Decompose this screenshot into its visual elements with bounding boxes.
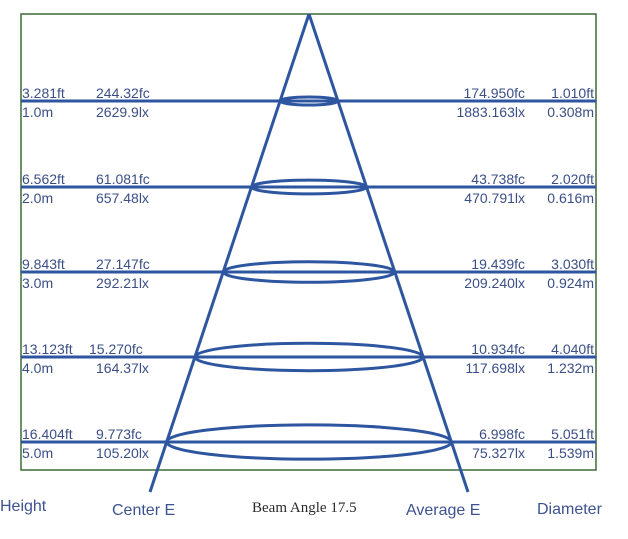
footer-height-label: Height	[0, 498, 47, 515]
beam-ellipse	[278, 95, 340, 107]
average-lx-label: 470.791lx	[464, 190, 525, 206]
diameter-ft-label: 2.020ft	[551, 171, 594, 187]
average-fc-label: 6.998fc	[479, 426, 525, 442]
diameter-m-label: 0.616m	[547, 190, 594, 206]
height-m-label: 1.0m	[22, 104, 53, 120]
center-lx-label: 105.20lx	[96, 445, 149, 461]
height-m-label: 3.0m	[22, 275, 53, 291]
height-m-label: 5.0m	[22, 445, 53, 461]
center-fc-label: 61.081fc	[96, 171, 150, 187]
average-fc-label: 174.950fc	[464, 85, 526, 101]
diagram-frame	[20, 13, 597, 471]
average-lx-label: 75.327lx	[472, 445, 525, 461]
average-lx-label: 1883.163lx	[456, 104, 525, 120]
diameter-ft-label: 3.030ft	[551, 256, 594, 272]
center-fc-label: 9.773fc	[96, 426, 142, 442]
average-fc-label: 19.439fc	[471, 256, 525, 272]
center-lx-label: 164.37lx	[96, 360, 149, 376]
diameter-ft-label: 5.051ft	[551, 426, 594, 442]
height-ft-label: 9.843ft	[22, 256, 65, 272]
height-ft-label: 6.562ft	[22, 171, 65, 187]
center-fc-label: 27.147fc	[96, 256, 150, 272]
average-fc-label: 43.738fc	[471, 171, 525, 187]
height-ft-label: 13.123ft	[22, 341, 73, 357]
height-m-label: 2.0m	[22, 190, 53, 206]
diameter-ft-label: 4.040ft	[551, 341, 594, 357]
beam-edge-left	[148, 13, 311, 493]
center-fc-label: 15.270fc	[89, 341, 143, 357]
distance-rows: 3.281ft 1.0m 244.32fc 2629.9lx 174.950fc 1883…	[21, 85, 596, 461]
beam-edge-right	[307, 13, 470, 493]
footer-diameter-label: Diameter	[537, 501, 603, 518]
beam-ellipse	[165, 423, 453, 461]
center-lx-label: 2629.9lx	[96, 104, 149, 120]
diameter-m-label: 1.232m	[547, 360, 594, 376]
average-lx-label: 209.240lx	[464, 275, 525, 291]
height-m-label: 4.0m	[22, 360, 53, 376]
beam-ellipse	[193, 341, 425, 373]
center-lx-label: 657.48lx	[96, 190, 149, 206]
diameter-m-label: 0.924m	[547, 275, 594, 291]
beam-ellipse	[221, 260, 397, 284]
average-fc-label: 10.934fc	[471, 341, 525, 357]
beam-ellipse	[249, 178, 369, 196]
center-lx-label: 292.21lx	[96, 275, 149, 291]
footer-beam-angle-label: Beam Angle 17.5	[252, 500, 357, 516]
average-lx-label: 117.698lx	[465, 360, 525, 376]
footer-center-label: Center E	[112, 502, 175, 519]
diameter-ft-label: 1.010ft	[551, 85, 594, 101]
diameter-m-label: 1.539m	[547, 445, 594, 461]
center-fc-label: 244.32fc	[96, 85, 150, 101]
height-ft-label: 3.281ft	[22, 85, 65, 101]
footer-average-label: Average E	[406, 502, 480, 519]
diameter-m-label: 0.308m	[547, 104, 594, 120]
height-ft-label: 16.404ft	[22, 426, 73, 442]
